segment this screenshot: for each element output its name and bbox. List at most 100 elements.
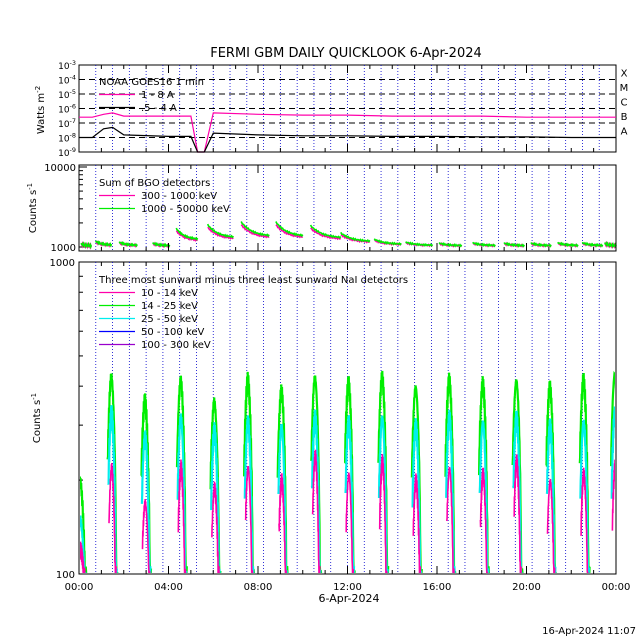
nai-magenta-trace [80,541,86,573]
nai-cyan-trace [411,418,423,573]
legend-label: 1 - 8 A [141,90,174,101]
bgo-series-segment [604,240,617,249]
nai-data-layer [80,370,615,573]
bgo-series-segment [340,231,371,243]
bgo-series-segment [240,224,270,239]
bgo-series-segment [530,241,552,248]
flare-class-label: B [621,112,628,123]
flare-class-label: M [620,83,629,94]
bgo-series-segment [175,227,199,242]
bgo-series-segment [175,230,199,243]
nai-y-axis-label: Counts s-1 [30,393,43,443]
bgo-series-segment [373,238,402,246]
bgo-series-segment [152,241,171,249]
nai-green-trace [80,476,88,573]
nai-magenta-trace [278,473,287,573]
y-tick-label: 10-7 [58,117,76,130]
legend-label: 25 - 50 keV [141,314,198,325]
nai-panel: 1000 100 Counts s-1 Three most sunward minu… [30,258,617,581]
legend-label: 50 - 100 keV [141,327,205,338]
bgo-series-segment [95,240,113,248]
bgo-series-segment [240,221,270,238]
x-tick-label: 12:00 [333,582,362,593]
y-tick-label: 1000 [50,258,75,269]
x-tick-label: 16:00 [423,582,452,593]
nai-magenta-trace [446,466,455,573]
legend-label: 14 - 25 keV [141,301,198,312]
y-tick-label: 100 [56,570,75,581]
nai-magenta-trace [108,462,117,573]
nai-cyan-trace [277,424,288,573]
bgo-series-segment [438,241,463,248]
legend-label: 300 - 1000 keV [141,191,217,202]
x-tick-label: 04:00 [154,582,183,593]
nai-magenta-trace [211,481,220,573]
bgo-series-segment [340,233,371,244]
legend-label: 1000 - 50000 keV [141,204,230,215]
flare-class-label: A [621,126,628,137]
nai-magenta-trace [378,454,388,573]
bgo-series-segment [581,241,604,248]
x-tick-label: 20:00 [512,582,541,593]
bgo-panel: 10000 1000 Counts s-1 Sum of BGO detectors 3… [26,163,617,254]
nai-cyan-trace [445,409,456,573]
nai-magenta-trace [177,459,187,573]
bgo-series-segment [310,227,342,241]
legend-label: 100 - 300 keV [141,340,211,351]
flare-class-label: C [621,97,628,108]
bgo-series-segment [503,241,525,248]
x-tick-label: 00:00 [602,582,631,593]
bgo-series-segment [405,241,434,248]
goes-series-line [79,126,616,153]
bgo-series-segment [206,223,235,239]
y-tick-label: 10-4 [58,74,76,87]
nai-cyan-trace [610,406,615,499]
figure-title: FERMI GBM DAILY QUICKLOOK 6-Apr-2024 [210,46,482,61]
y-tick-label: 10000 [44,163,76,174]
goes-legend-title: NOAA GOES16 1 min [99,77,204,88]
y-tick-label: 10-8 [58,132,76,145]
bgo-series-segment [309,224,342,240]
nai-magenta-trace [412,473,422,573]
legend-label: .5 - 4 A [141,103,177,114]
y-tick-label: 10-5 [58,88,76,101]
time-axis: 00:00 04:00 08:00 12:00 16:00 20:00 00:00 [65,582,631,593]
bgo-series-segment [207,226,234,240]
nai-magenta-trace [345,472,355,573]
flare-class-label: X [621,68,628,79]
bgo-legend-title: Sum of BGO detectors [99,178,210,189]
y-tick-label: 1000 [51,243,76,254]
bgo-series-segment [80,240,93,250]
nai-magenta-trace [513,454,522,573]
nai-cyan-trace [210,422,221,573]
nai-magenta-trace [546,478,556,573]
x-tick-label: 08:00 [244,582,273,593]
nai-magenta-trace [311,449,321,573]
legend-label: 10 - 14 keV [141,288,198,299]
y-tick-label: 10-6 [58,103,76,116]
nai-magenta-trace [479,467,489,573]
bgo-series-segment [472,241,496,248]
nai-magenta-trace [244,465,254,573]
nai-green-trace [610,370,615,467]
bgo-series-segment [118,240,138,248]
x-tick-label: 00:00 [65,582,94,593]
x-axis-date-label: 6-Apr-2024 [318,592,379,605]
bgo-y-axis-label: Counts s-1 [26,183,39,233]
nai-magenta-trace [580,467,589,573]
y-tick-label: 10-9 [58,146,76,159]
nai-legend-title: Three most sunward minus three least sun… [98,275,408,286]
nai-magenta-trace [611,459,615,531]
y-tick-label: 10-3 [58,59,76,72]
bgo-series-segment [275,224,304,239]
bgo-series-segment [557,241,579,248]
goes-y-axis-label: Watts m-2 [34,86,47,134]
goes-series-line [79,112,616,153]
bgo-series-segment [275,221,304,238]
nai-magenta-trace [141,498,151,573]
nai-cyan-trace [478,420,490,573]
footer-timestamp: 16-Apr-2024 11:07 [542,626,636,637]
nai-cyan-trace [243,415,255,573]
